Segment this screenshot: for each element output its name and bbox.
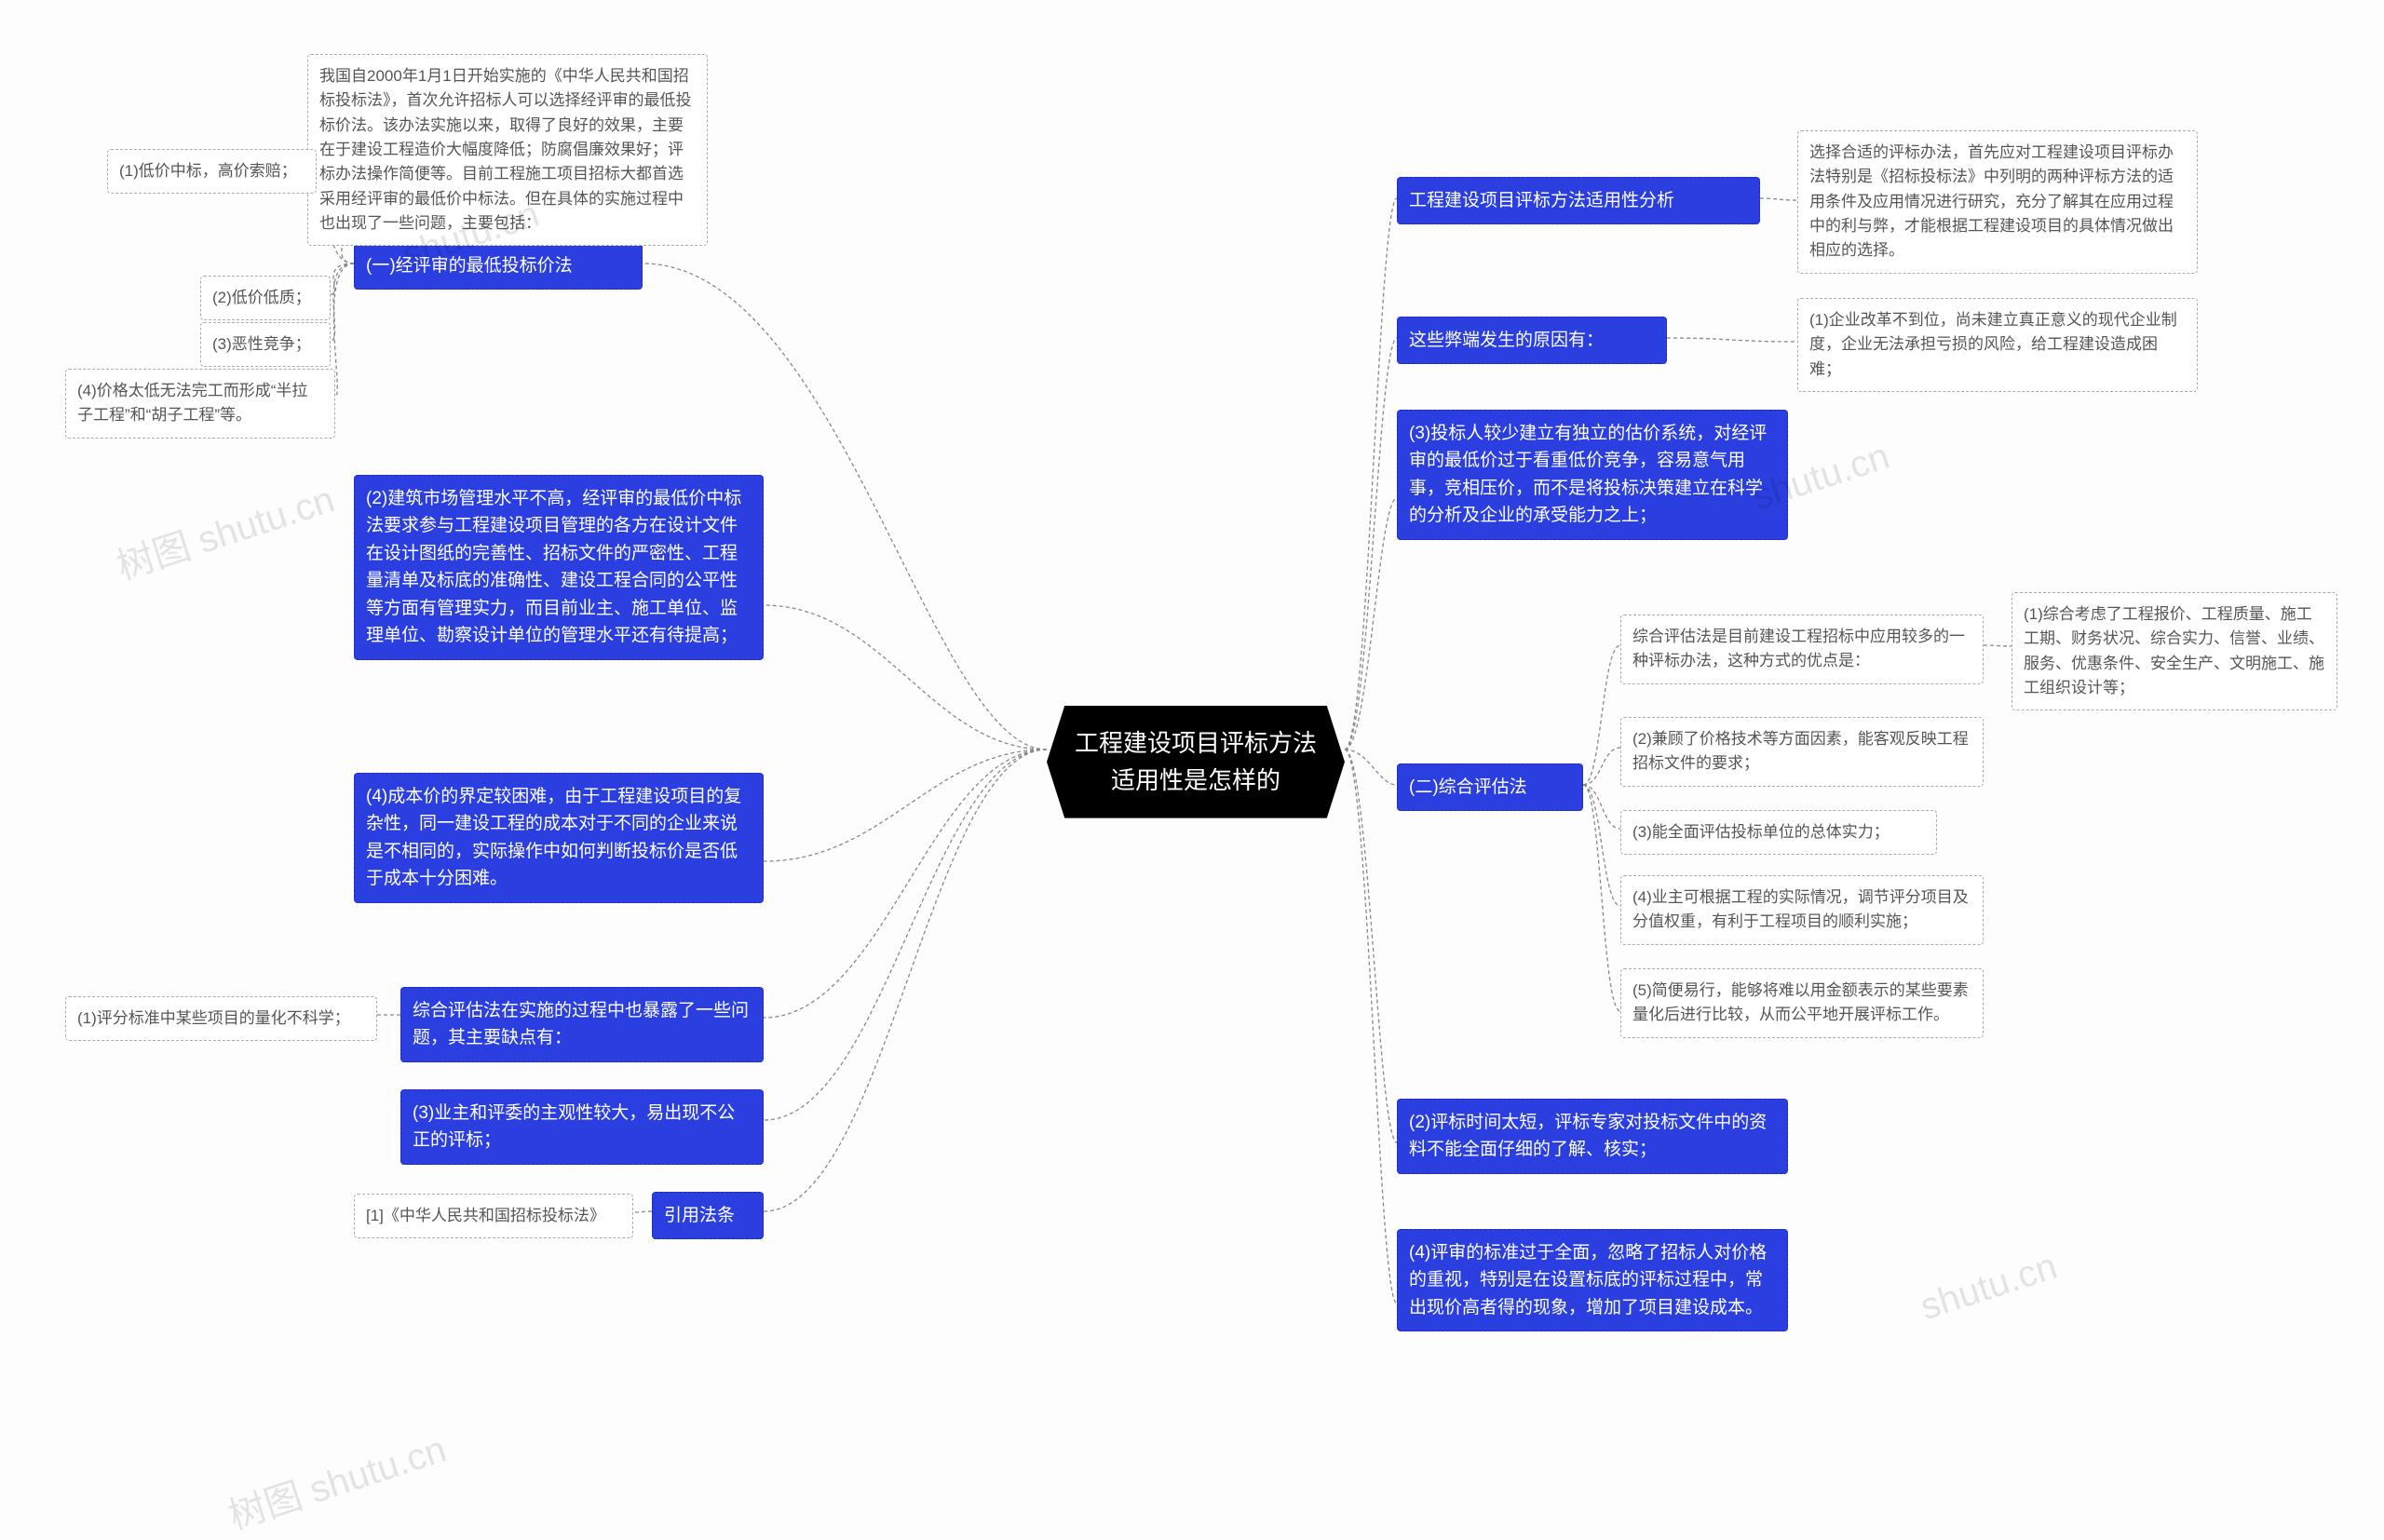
node-R6-text: (4)评审的标准过于全面，忽略了招标人对价格的重视，特别是在设置标底的评标过程中… [1409, 1243, 1767, 1317]
node-L1e-text: (4)价格太低无法完工而形成“半拉子工程”和“胡子工程”等。 [77, 382, 307, 424]
node-R4a: 综合评估法是目前建设工程招标中应用较多的一种评标办法，这种方式的优点是： [1620, 615, 1984, 684]
node-R1: 工程建设项目评标方法适用性分析 [1397, 177, 1760, 224]
watermark-text: 树图 shutu.cn [112, 479, 339, 588]
node-R1a: 选择合适的评标办法，首先应对工程建设项目评标办法特别是《招标投标法》中列明的两种… [1797, 130, 2198, 274]
node-L4-text: 综合评估法在实施的过程中也暴露了一些问题，其主要缺点有： [413, 1001, 749, 1047]
node-R4a-text: 综合评估法是目前建设工程招标中应用较多的一种评标办法，这种方式的优点是： [1632, 628, 1965, 669]
node-R4a1: (1)综合考虑了工程报价、工程质量、施工工期、财务状况、综合实力、信誉、业绩、服… [2012, 592, 2337, 710]
node-L1b: (1)低价中标，高价索赔； [107, 149, 317, 194]
node-L4a: (1)评分标准中某些项目的量化不科学； [65, 996, 377, 1041]
node-L5-text: (3)业主和评委的主观性较大，易出现不公正的评标； [413, 1103, 735, 1150]
node-L2-text: (2)建筑市场管理水平不高，经评审的最低价中标法要求参与工程建设项目管理的各方在… [366, 489, 741, 645]
node-L4: 综合评估法在实施的过程中也暴露了一些问题，其主要缺点有： [400, 987, 764, 1062]
watermark: 树图 shutu.cn [109, 469, 340, 590]
node-R4d-text: (4)业主可根据工程的实际情况，调节评分项目及分值权重，有利于工程项目的顺利实施… [1632, 888, 1969, 930]
node-R3-text: (3)投标人较少建立有独立的估价系统，对经评审的最低价过于看重低价竞争，容易意气… [1409, 424, 1767, 525]
node-L3-text: (4)成本价的界定较困难，由于工程建设项目的复杂性，同一建设工程的成本对于不同的… [366, 787, 741, 888]
node-L1: (一)经评审的最低投标价法 [354, 242, 643, 290]
node-L1e: (4)价格太低无法完工而形成“半拉子工程”和“胡子工程”等。 [65, 369, 335, 439]
node-R4a1-text: (1)综合考虑了工程报价、工程质量、施工工期、财务状况、综合实力、信誉、业绩、服… [2024, 605, 2324, 696]
node-L6a-text: [1]《中华人民共和国招标投标法》 [366, 1207, 605, 1224]
node-R1a-text: 选择合适的评标办法，首先应对工程建设项目评标办法特别是《招标投标法》中列明的两种… [1809, 143, 2174, 259]
node-R4e-text: (5)简便易行，能够将难以用金额表示的某些要素量化后进行比较，从而公平地开展评标… [1632, 981, 1969, 1023]
mindmap-root: 工程建设项目评标方法适用性是怎样的 [1047, 706, 1345, 818]
node-L1a-text: 我国自2000年1月1日开始实施的《中华人民共和国招标投标法》，首次允许招标人可… [319, 67, 692, 232]
node-L3: (4)成本价的界定较困难，由于工程建设项目的复杂性，同一建设工程的成本对于不同的… [354, 773, 764, 903]
node-L6a: [1]《中华人民共和国招标投标法》 [354, 1194, 633, 1238]
node-R4-text: (二)综合评估法 [1409, 777, 1527, 797]
node-L1c-text: (2)低价低质； [212, 289, 311, 306]
node-R4: (二)综合评估法 [1397, 763, 1583, 811]
root-text: 工程建设项目评标方法适用性是怎样的 [1075, 729, 1317, 794]
node-L1b-text: (1)低价中标，高价索赔； [119, 162, 297, 180]
watermark-text: 树图 shutu.cn [224, 1428, 451, 1537]
node-R5-text: (2)评标时间太短，评标专家对投标文件中的资料不能全面仔细的了解、核实； [1409, 1113, 1767, 1159]
node-L1a: 我国自2000年1月1日开始实施的《中华人民共和国招标投标法》，首次允许招标人可… [307, 54, 708, 246]
node-L4a-text: (1)评分标准中某些项目的量化不科学； [77, 1009, 350, 1027]
node-L6: 引用法条 [652, 1192, 764, 1239]
watermark: shutu.cn [1916, 1246, 2063, 1330]
node-L1d: (3)恶性竞争； [200, 322, 331, 367]
node-L1d-text: (3)恶性竞争； [212, 335, 311, 353]
watermark-text: shutu.cn [1916, 1246, 2062, 1329]
node-L5: (3)业主和评委的主观性较大，易出现不公正的评标； [400, 1089, 764, 1165]
node-R5: (2)评标时间太短，评标专家对投标文件中的资料不能全面仔细的了解、核实； [1397, 1099, 1788, 1174]
node-L6-text: 引用法条 [664, 1206, 735, 1225]
node-R4d: (4)业主可根据工程的实际情况，调节评分项目及分值权重，有利于工程项目的顺利实施… [1620, 875, 1984, 945]
node-R4e: (5)简便易行，能够将难以用金额表示的某些要素量化后进行比较，从而公平地开展评标… [1620, 968, 1984, 1038]
node-R2a: (1)企业改革不到位，尚未建立真正意义的现代企业制度，企业无法承担亏损的风险，给… [1797, 298, 2198, 392]
node-L2: (2)建筑市场管理水平不高，经评审的最低价中标法要求参与工程建设项目管理的各方在… [354, 475, 764, 660]
node-R2a-text: (1)企业改革不到位，尚未建立真正意义的现代企业制度，企业无法承担亏损的风险，给… [1809, 311, 2177, 378]
node-R6: (4)评审的标准过于全面，忽略了招标人对价格的重视，特别是在设置标底的评标过程中… [1397, 1229, 1788, 1331]
node-L1-text: (一)经评审的最低投标价法 [366, 256, 573, 276]
node-R4c-text: (3)能全面评估投标单位的总体实力； [1632, 823, 1890, 841]
node-R4c: (3)能全面评估投标单位的总体实力； [1620, 810, 1937, 855]
node-R4b-text: (2)兼顾了价格技术等方面因素，能客观反映工程招标文件的要求； [1632, 730, 1969, 772]
node-R1-text: 工程建设项目评标方法适用性分析 [1409, 191, 1674, 210]
node-R2: 这些弊端发生的原因有： [1397, 317, 1667, 364]
node-R2-text: 这些弊端发生的原因有： [1409, 331, 1604, 350]
node-R4b: (2)兼顾了价格技术等方面因素，能客观反映工程招标文件的要求； [1620, 717, 1984, 787]
node-L1c: (2)低价低质； [200, 276, 331, 320]
watermark: 树图 shutu.cn [221, 1419, 452, 1540]
node-R3: (3)投标人较少建立有独立的估价系统，对经评审的最低价过于看重低价竞争，容易意气… [1397, 410, 1788, 540]
